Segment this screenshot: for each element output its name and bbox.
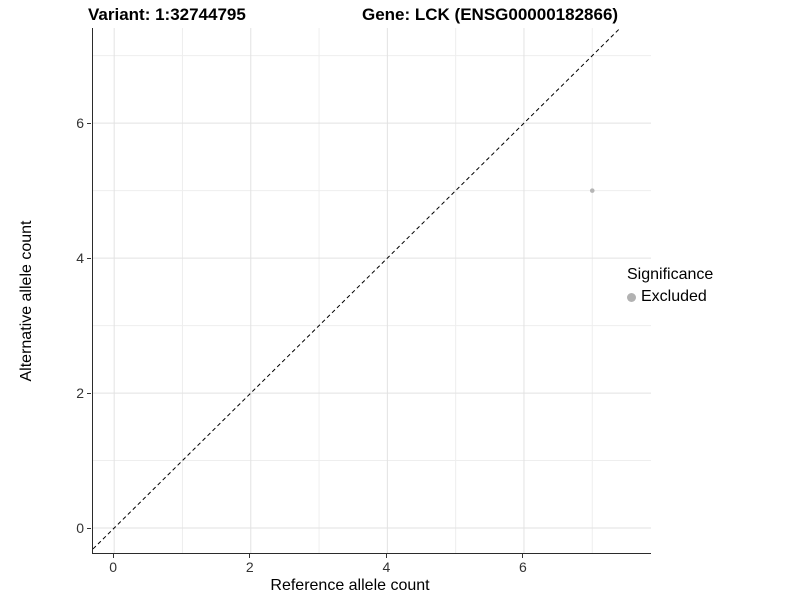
- x-tick-label: 2: [245, 559, 254, 575]
- y-tick-mark: [87, 392, 91, 394]
- y-axis-title: Alternative allele count: [18, 220, 35, 382]
- y-tick-label: 0: [76, 520, 84, 537]
- plot-panel: [92, 28, 651, 554]
- x-axis-title: Reference allele count: [270, 577, 430, 594]
- plot-area: [93, 28, 651, 553]
- legend-item-label: Excluded: [641, 288, 707, 305]
- x-tick-mark: [385, 554, 387, 558]
- x-tick-label: 0: [109, 559, 118, 575]
- gene-title: Gene: LCK (ENSG00000182866): [362, 5, 619, 24]
- y-tick-mark: [87, 122, 91, 124]
- variant-title: Variant: 1:32744795: [88, 5, 246, 24]
- legend-title: Significance: [627, 266, 714, 283]
- x-tick-label: 4: [382, 559, 391, 575]
- excluded-point-icon: [627, 292, 636, 302]
- y-tick-label: 2: [76, 385, 84, 402]
- y-tick-label: 4: [76, 250, 84, 267]
- x-tick-mark: [112, 554, 114, 558]
- y-tick-mark: [87, 257, 91, 259]
- x-tick-mark: [522, 554, 524, 558]
- data-point: [589, 188, 595, 193]
- y-tick-mark: [87, 527, 91, 529]
- x-tick-mark: [249, 554, 251, 558]
- legend: Significance Excluded: [627, 266, 713, 306]
- y-tick-label: 6: [76, 115, 84, 132]
- legend-item-excluded: Excluded: [627, 288, 713, 306]
- x-tick-label: 6: [519, 559, 527, 575]
- identity-dashed-line: [93, 28, 621, 550]
